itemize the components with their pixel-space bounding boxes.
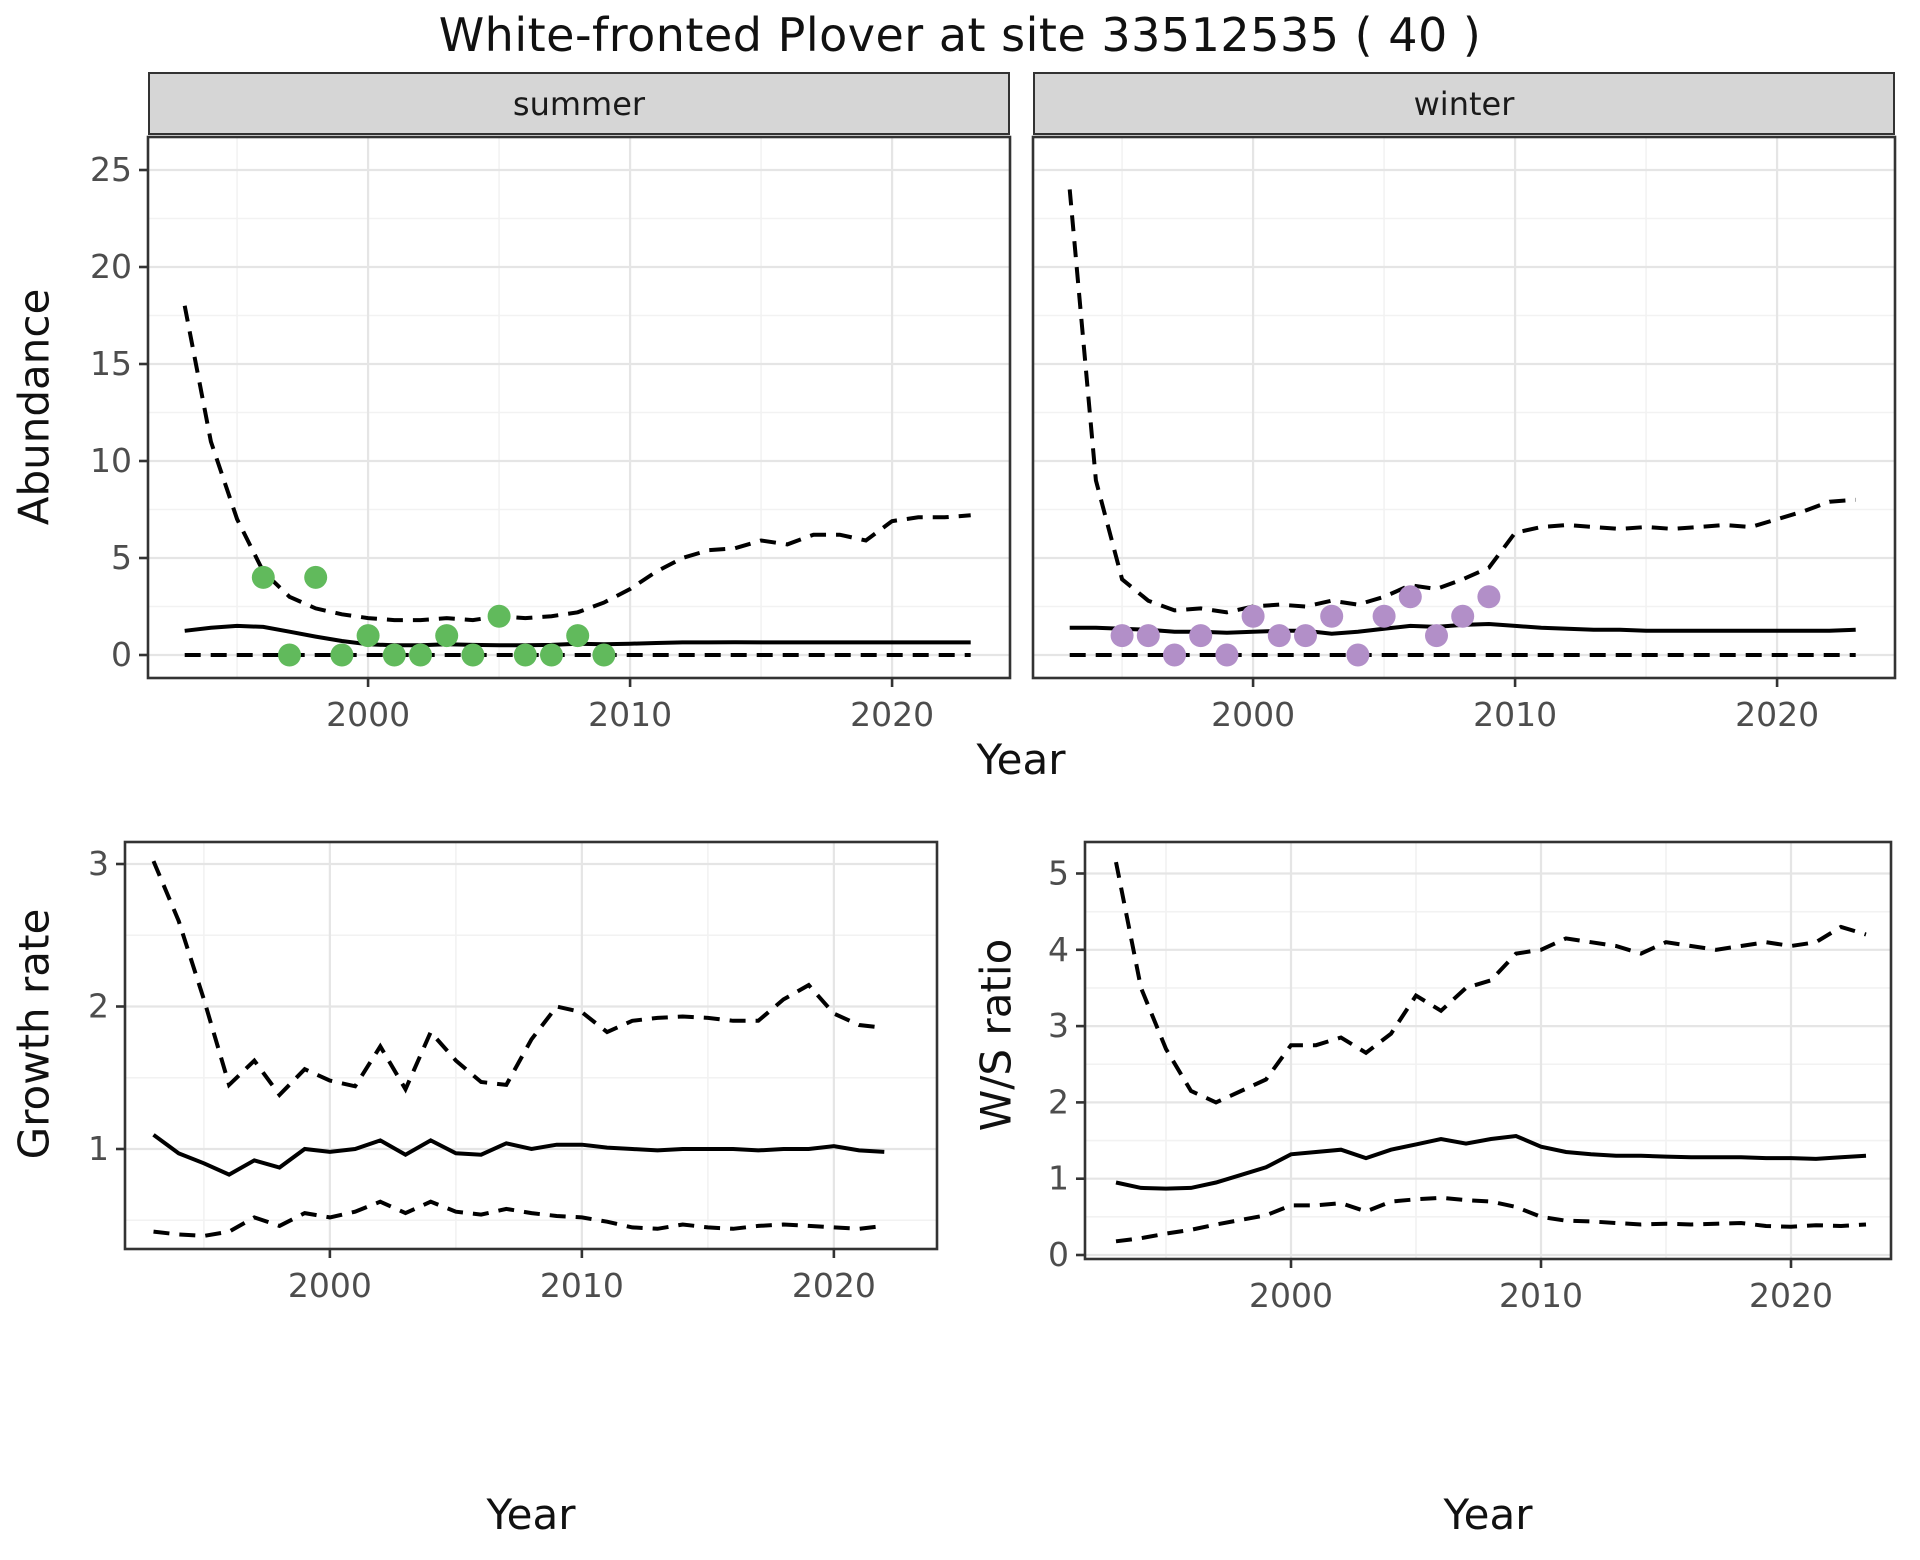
svg-text:1: 1	[88, 1129, 109, 1168]
svg-text:2020: 2020	[1735, 695, 1819, 734]
growth-year-axis-label: Year	[486, 1490, 576, 1539]
svg-text:3: 3	[1048, 1006, 1069, 1045]
svg-text:2000: 2000	[1249, 1276, 1333, 1315]
svg-text:5: 5	[1048, 854, 1069, 893]
svg-text:2020: 2020	[792, 1266, 876, 1305]
svg-text:3: 3	[88, 844, 109, 883]
svg-text:2000: 2000	[288, 1266, 372, 1305]
svg-text:15: 15	[90, 344, 132, 383]
svg-text:25: 25	[90, 150, 132, 189]
svg-text:4: 4	[1048, 930, 1069, 969]
top-year-axis-label: Year	[976, 735, 1066, 784]
svg-text:2000: 2000	[1211, 695, 1295, 734]
summer-abundance-panel: 2000 2010 2020 0 5 10 15 20 25	[90, 135, 1012, 734]
facet-strip-winter: winter	[1033, 72, 1895, 135]
svg-text:2020: 2020	[850, 695, 934, 734]
svg-text:2000: 2000	[326, 695, 410, 734]
svg-text:0: 0	[111, 635, 132, 674]
svg-text:0: 0	[1048, 1235, 1069, 1274]
svg-text:2010: 2010	[1499, 1276, 1583, 1315]
facet-strip-summer-label: summer	[512, 84, 646, 123]
svg-text:10: 10	[90, 441, 132, 480]
svg-text:2: 2	[1048, 1082, 1069, 1121]
svg-text:2010: 2010	[588, 695, 672, 734]
facet-strip-summer: summer	[148, 72, 1010, 135]
svg-text:2010: 2010	[540, 1266, 624, 1305]
ws-year-axis-label: Year	[1443, 1490, 1533, 1539]
svg-text:1: 1	[1048, 1159, 1069, 1198]
svg-text:2: 2	[88, 987, 109, 1026]
facet-strip-winter-label: winter	[1413, 84, 1515, 123]
winter-abundance-panel: 2000 2010 2020	[1031, 135, 1897, 734]
growth-rate-panel: 2000 2010 2020 1 2 3	[88, 840, 939, 1305]
svg-text:2010: 2010	[1473, 695, 1557, 734]
chart-title: White-fronted Plover at site 33512535 ( …	[438, 8, 1482, 62]
svg-text:2020: 2020	[1749, 1276, 1833, 1315]
svg-text:20: 20	[90, 247, 132, 286]
ws-ratio-panel: 2000 2010 2020 0 1 2 3 4 5	[1048, 840, 1893, 1315]
abundance-axis-label: Abundance	[9, 288, 59, 526]
svg-text:5: 5	[111, 538, 132, 577]
